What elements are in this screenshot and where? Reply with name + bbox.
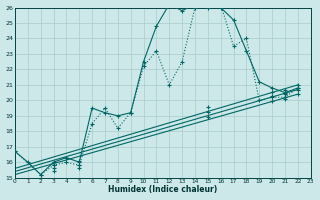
X-axis label: Humidex (Indice chaleur): Humidex (Indice chaleur)	[108, 185, 218, 194]
